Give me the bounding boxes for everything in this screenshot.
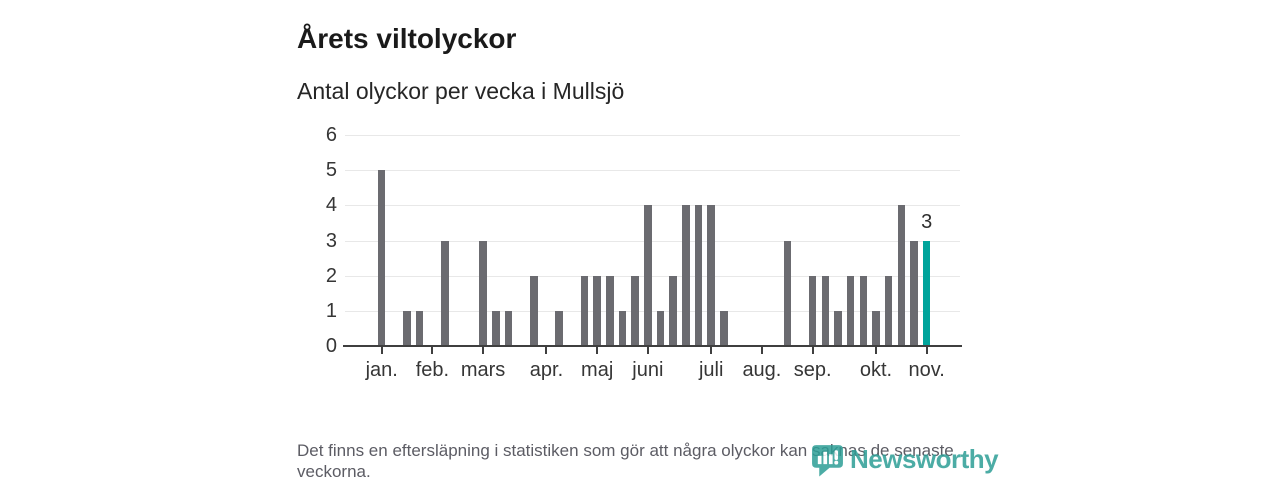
- bar-week: [884, 275, 893, 346]
- x-axis-month-label: aug.: [742, 359, 782, 381]
- bar-week: [415, 310, 424, 346]
- x-axis-tick: [811, 347, 814, 354]
- x-axis-month-label: maj: [581, 359, 614, 381]
- y-axis-label: 2: [325, 264, 337, 287]
- x-axis-tick: [874, 347, 877, 354]
- bar-week: [821, 275, 830, 346]
- bar-week: [656, 310, 665, 346]
- y-axis-label: 4: [325, 194, 337, 217]
- x-axis-tick: [646, 347, 649, 354]
- x-axis-month-label: apr.: [529, 359, 564, 381]
- bar-highlight-current-week: [922, 240, 931, 346]
- newsworthy-logo-icon: [810, 442, 845, 477]
- x-axis-month-label: jan.: [365, 359, 398, 381]
- bar-week: [694, 205, 703, 346]
- bar-week: [910, 240, 918, 346]
- x-axis-month-label: sep.: [793, 359, 832, 381]
- x-axis-month-label: mars: [460, 359, 506, 381]
- gridline-y1: [345, 310, 960, 312]
- chart-subtitle: Antal olyckor per vecka i Mullsjö: [297, 78, 625, 104]
- x-axis-tick: [482, 347, 485, 354]
- y-axis-label: 6: [325, 124, 337, 146]
- bar-week: [808, 275, 817, 346]
- bar-week: [441, 240, 449, 346]
- bar-week: [846, 275, 855, 346]
- y-axis-label: 1: [325, 299, 337, 322]
- bar-week: [580, 275, 589, 346]
- bar-week: [606, 275, 614, 346]
- gridline-y2: [345, 275, 960, 277]
- bar-week: [644, 205, 652, 346]
- gridline-y6: [345, 135, 960, 136]
- x-axis-month-label: nov.: [908, 359, 945, 381]
- x-axis-month-label: juni: [632, 359, 664, 381]
- bar-week: [682, 205, 690, 346]
- footnote-text: Det finns en eftersläpning i statistiken…: [297, 441, 954, 481]
- bar-week: [530, 275, 538, 346]
- gridline-y5: [345, 170, 960, 172]
- bar-week: [859, 275, 868, 346]
- bar-week: [504, 310, 513, 346]
- bar-week: [631, 275, 639, 346]
- bar-week: [707, 205, 715, 346]
- bar-week: [720, 310, 728, 346]
- x-axis-tick: [431, 347, 434, 354]
- x-axis-month-label: okt.: [859, 359, 893, 381]
- x-axis-tick: [760, 347, 763, 354]
- bar-week: [555, 310, 563, 346]
- x-axis-month-label: feb.: [415, 359, 450, 381]
- y-axis-label: 5: [325, 159, 337, 182]
- y-axis-label: 3: [325, 229, 337, 252]
- bar-week: [897, 205, 906, 346]
- x-axis-tick: [545, 347, 548, 354]
- bar-week: [618, 310, 627, 346]
- x-axis-line: [343, 345, 962, 348]
- x-axis-tick: [380, 347, 383, 354]
- y-axis-label: 0: [325, 335, 337, 357]
- x-axis-tick: [596, 347, 599, 354]
- page-title: Årets viltolyckor: [297, 22, 517, 54]
- bar-week: [492, 310, 500, 346]
- x-axis-tick: [925, 347, 928, 354]
- bar-week: [669, 275, 677, 346]
- bar-week: [783, 240, 792, 346]
- bar-week: [593, 275, 601, 346]
- x-axis-month-label: juli: [698, 359, 724, 381]
- bar-week: [834, 310, 842, 346]
- gridline-y3: [345, 240, 960, 242]
- x-axis-tick: [710, 347, 713, 354]
- bar-week: [872, 310, 880, 346]
- data-label-current-week: 3: [921, 210, 933, 233]
- bar-week: [377, 170, 386, 346]
- newsworthy-logo-text: Newsworthy: [850, 444, 999, 474]
- newsworthy-logo[interactable]: Newsworthy: [810, 442, 999, 477]
- bar-week: [403, 310, 411, 346]
- bar-week: [479, 240, 487, 346]
- gridline-y4: [345, 205, 960, 207]
